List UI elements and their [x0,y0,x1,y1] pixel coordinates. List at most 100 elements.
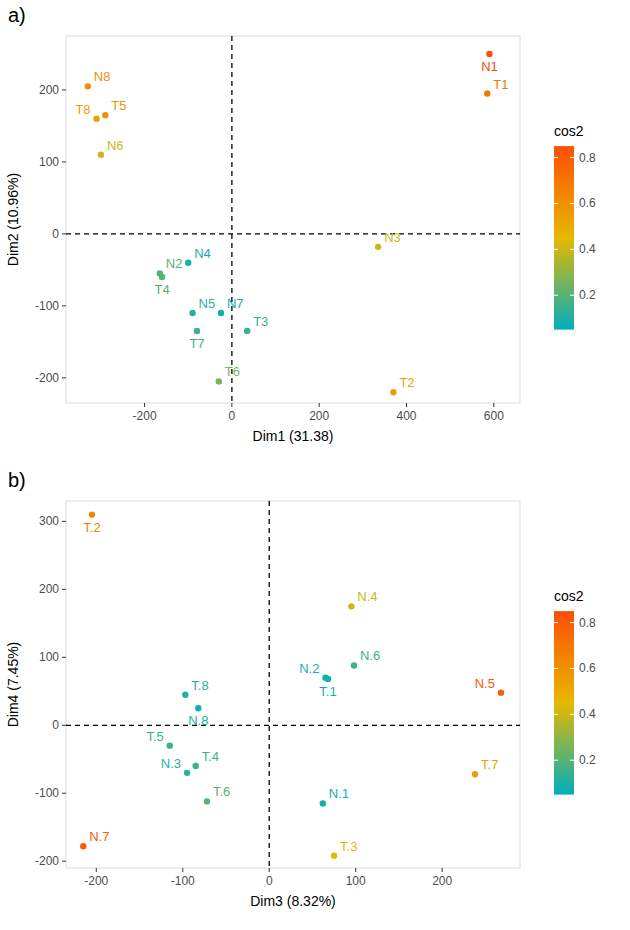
plot-frame [66,501,520,868]
point [218,310,224,316]
figure: a)-2000200400600-200-1000100200Dim1 (31.… [0,0,630,930]
point [85,83,91,89]
point-label: T3 [253,314,268,329]
point [80,843,86,849]
x-tick [406,403,407,407]
colorbar [554,611,574,795]
point-label: N.7 [89,829,109,844]
point-label: N1 [481,59,498,74]
point-label: T.6 [213,784,230,799]
x-tick-label: 200 [432,874,452,888]
colorbar [554,146,574,330]
y-axis-title: Dim2 (10.96%) [5,173,21,266]
reference-line [66,233,520,234]
x-tick [319,403,320,407]
colorbar-tick [570,668,574,669]
point-label: T.8 [191,678,208,693]
y-tick-label: 0 [52,227,59,241]
x-tick [493,403,494,407]
plot-frame [66,36,520,403]
y-tick [62,89,66,90]
x-tick-label: 0 [229,409,236,423]
point-label: T7 [189,336,204,351]
point-label: T6 [225,364,240,379]
colorbar-tick-label: 0.4 [579,242,596,256]
point-label: N3 [384,230,401,245]
point-label: N.5 [475,676,495,691]
point [102,112,108,118]
point [185,259,191,265]
colorbar-tick [570,295,574,296]
colorbar-tick [554,295,558,296]
y-tick-label: 300 [39,514,59,528]
point [189,310,195,316]
reference-line [231,36,232,403]
point [351,662,357,668]
colorbar-tick [554,760,558,761]
colorbar-tick [570,203,574,204]
point [167,742,173,748]
y-tick-label: 0 [52,718,59,732]
y-tick [62,521,66,522]
point-label: T5 [111,98,126,113]
colorbar-tick-label: 0.4 [579,707,596,721]
point-label: T.3 [340,839,357,854]
y-tick [62,725,66,726]
x-tick [269,868,270,872]
colorbar-tick [554,622,558,623]
x-tick-label: 100 [346,874,366,888]
y-tick-label: -200 [35,854,59,868]
x-tick [96,868,97,872]
point-label: N.4 [357,589,377,604]
y-tick [62,305,66,306]
reference-line [66,725,520,726]
point [193,763,199,769]
colorbar-tick [570,157,574,158]
y-tick [62,589,66,590]
x-tick [355,868,356,872]
colorbar-tick-label: 0.6 [579,196,596,210]
y-tick-label: -200 [35,371,59,385]
point-label: N2 [166,256,183,271]
y-tick [62,657,66,658]
x-tick-label: 600 [484,409,504,423]
x-tick-label: -200 [84,874,108,888]
colorbar-tick [554,668,558,669]
point [93,116,99,122]
colorbar-tick [570,622,574,623]
point-label: N.1 [329,786,349,801]
colorbar-tick [554,203,558,204]
point-label: N6 [107,138,124,153]
x-tick-label: 200 [309,409,329,423]
point [325,676,331,682]
point [89,511,95,517]
colorbar-title: cos2 [554,123,584,139]
point-label: N7 [227,296,244,311]
x-tick-label: 400 [396,409,416,423]
x-tick [182,868,183,872]
y-tick [62,861,66,862]
x-tick-label: -100 [171,874,195,888]
point-label: N.2 [299,661,319,676]
colorbar-title: cos2 [554,588,584,604]
point-label: T.5 [146,729,163,744]
point-label: N4 [194,246,211,261]
point [204,798,210,804]
panel-label: b) [8,469,26,491]
point [184,770,190,776]
colorbar-tick-label: 0.8 [579,616,596,630]
point [159,274,165,280]
colorbar-tick-label: 0.6 [579,661,596,675]
y-tick-label: -100 [35,786,59,800]
point [194,328,200,334]
x-tick [231,403,232,407]
point-label: T2 [399,375,414,390]
y-tick-label: -100 [35,299,59,313]
colorbar-tick-label: 0.8 [579,151,596,165]
point [486,51,492,57]
point [484,90,490,96]
point [216,378,222,384]
point [195,705,201,711]
y-tick-label: 200 [39,83,59,97]
point [320,800,326,806]
